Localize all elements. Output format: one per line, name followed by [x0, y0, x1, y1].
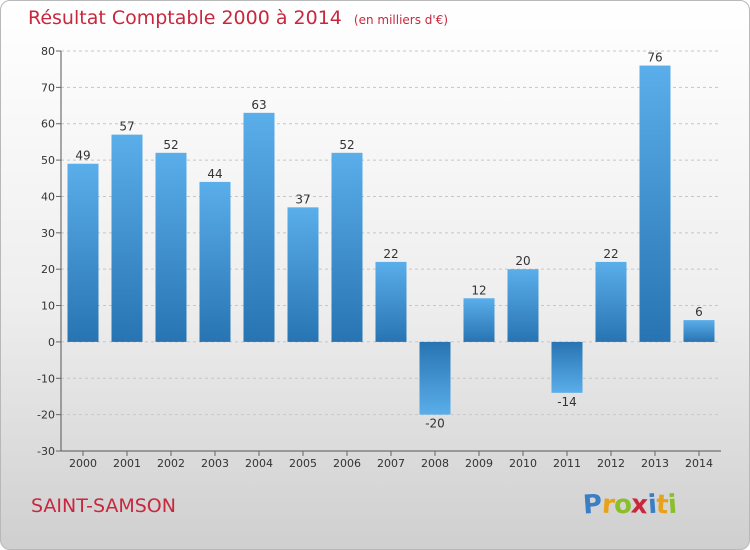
y-tick-label: -20: [37, 409, 55, 422]
proxiti-logo: Proxiti: [581, 489, 678, 521]
bar-2013: [639, 65, 671, 342]
x-tick-label-2002: 2002: [157, 457, 185, 470]
y-tick-label: 10: [41, 300, 55, 313]
y-tick-label: 30: [41, 227, 55, 240]
bar-2011: [551, 341, 583, 393]
y-tick-label: 70: [41, 81, 55, 94]
y-tick-label: -10: [37, 372, 55, 385]
value-label-2000: 49: [75, 149, 90, 163]
value-labels: 49 57 52 44 63 37 52 22 -20 12 20 -14 22 76 6: [75, 51, 702, 431]
x-tick-label-2008: 2008: [421, 457, 449, 470]
bar-2005: [287, 207, 319, 342]
x-tick-label-2011: 2011: [553, 457, 581, 470]
x-tick-label-2001: 2001: [113, 457, 141, 470]
value-label-2003: 44: [207, 167, 222, 181]
bar-2000: [67, 163, 99, 342]
bar-2002: [155, 152, 187, 342]
value-label-2007: 22: [383, 247, 398, 261]
bar-2006: [331, 152, 363, 342]
bar-2004: [243, 112, 275, 342]
bar-2014: [683, 320, 715, 342]
chart-unit: (en milliers d'€): [353, 13, 449, 27]
bar-2009: [463, 298, 495, 342]
x-tick-label-2004: 2004: [245, 457, 273, 470]
x-tick-label-2006: 2006: [333, 457, 361, 470]
value-label-2008: -20: [425, 417, 445, 431]
bars: [67, 65, 715, 415]
logo-letter: P: [581, 489, 603, 521]
x-tick-label-2009: 2009: [465, 457, 493, 470]
x-tick-label-2000: 2000: [69, 457, 97, 470]
y-tick-label: 40: [41, 190, 55, 203]
title-row: Résultat Comptable 2000 à 2014 (en millie…: [28, 7, 448, 29]
chart-title: Résultat Comptable 2000 à 2014: [28, 7, 342, 29]
value-label-2012: 22: [603, 247, 618, 261]
bar-2003: [199, 181, 231, 342]
value-label-2001: 57: [119, 120, 134, 134]
x-tick-label-2005: 2005: [289, 457, 317, 470]
y-tick-label: 80: [41, 45, 55, 58]
x-tick-label-2007: 2007: [377, 457, 405, 470]
bar-2008: [419, 341, 451, 415]
x-tick-label-2014: 2014: [685, 457, 713, 470]
y-tick-label: 50: [41, 154, 55, 167]
x-tick-label-2013: 2013: [641, 457, 669, 470]
bar-2012: [595, 261, 627, 342]
y-tick-label: 0: [48, 336, 55, 349]
value-label-2013: 76: [647, 51, 662, 65]
value-label-2004: 63: [251, 98, 266, 112]
bar-2010: [507, 269, 539, 342]
y-tick-label: 60: [41, 118, 55, 131]
logo-letter: i: [666, 489, 678, 521]
value-label-2011: -14: [557, 395, 577, 409]
logo-letter: x: [630, 489, 649, 521]
value-label-2010: 20: [515, 254, 530, 268]
axes: -30 -20 -10 0 10 20 30 40 50 60 70 80 2000 2001 2002 20…: [37, 45, 721, 470]
value-label-2014: 6: [695, 305, 703, 319]
value-label-2009: 12: [471, 283, 486, 297]
value-label-2005: 37: [295, 192, 310, 206]
bar-2007: [375, 261, 407, 342]
bar-2001: [111, 134, 143, 342]
value-label-2006: 52: [339, 138, 354, 152]
y-tick-label: 20: [41, 263, 55, 276]
x-tick-label-2012: 2012: [597, 457, 625, 470]
y-tick-label: -30: [37, 445, 55, 458]
commune-name: SAINT-SAMSON: [31, 495, 176, 517]
value-label-2002: 52: [163, 138, 178, 152]
x-tick-label-2003: 2003: [201, 457, 229, 470]
x-tick-label-2010: 2010: [509, 457, 537, 470]
